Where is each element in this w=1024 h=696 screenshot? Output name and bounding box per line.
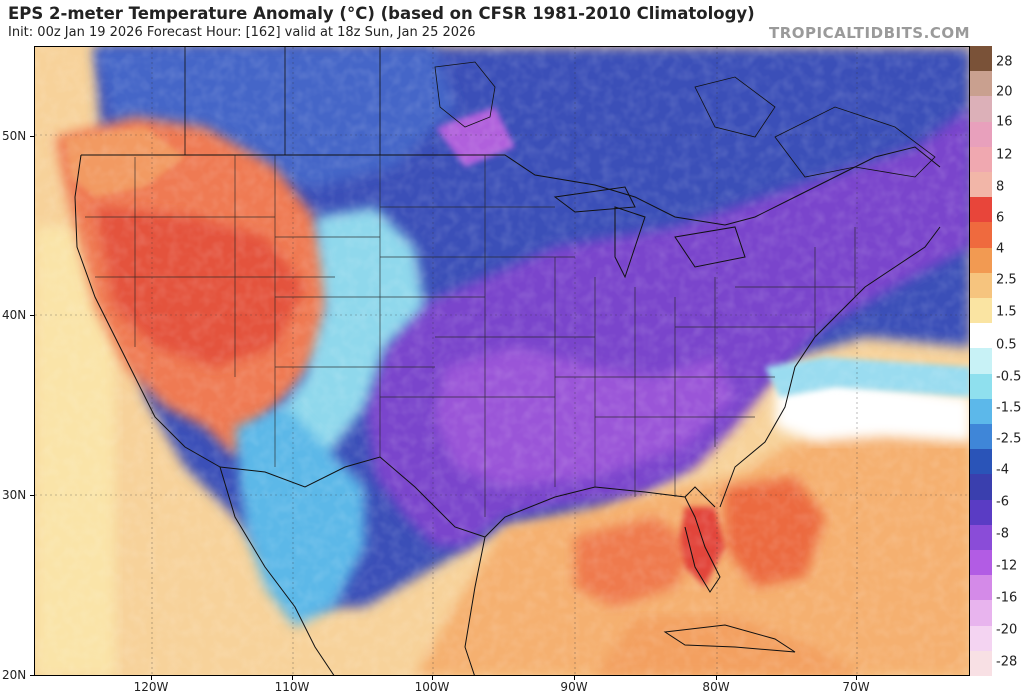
colorbar-swatch [970, 323, 992, 349]
colorbar-swatch [970, 146, 992, 173]
lat-tick [30, 315, 34, 316]
map-title: EPS 2-meter Temperature Anomaly (°C) (ba… [8, 4, 755, 23]
colorbar-swatch [970, 424, 992, 450]
colorbar-label: -4 [996, 462, 1009, 478]
lon-tick [574, 676, 575, 680]
lon-tick [292, 676, 293, 680]
colorbar-swatch [970, 71, 992, 97]
colorbar-label: 28 [996, 54, 1013, 70]
colorbar-label: -0.5 [996, 369, 1022, 385]
colorbar-swatch [970, 197, 992, 223]
colorbar-swatch [970, 524, 992, 551]
colorbar-label: 1.5 [996, 304, 1017, 320]
colorbar-label: 20 [996, 84, 1013, 100]
colorbar-swatch [970, 499, 992, 526]
colorbar-swatch [970, 172, 992, 198]
brand-watermark[interactable]: TROPICALTIDBITS.COM [769, 24, 970, 42]
colorbar-swatch [970, 650, 992, 677]
lake-huron-erie [674, 226, 746, 268]
lat-tick [30, 136, 34, 137]
colorbar-swatch [970, 373, 992, 400]
lake-michigan [614, 206, 646, 279]
lon-label-70w: 70W [842, 680, 870, 694]
colorbar-label: -2.5 [996, 431, 1022, 447]
colorbar-swatch [970, 272, 992, 299]
lon-tick [432, 676, 433, 680]
mexico-east-coast [464, 536, 486, 675]
colorbar-label: -8 [996, 526, 1009, 542]
colorbar-swatch [970, 449, 992, 475]
colorbar-label: -1.5 [996, 400, 1022, 416]
lat-label-30n: 30N [2, 488, 27, 502]
west-coastline [74, 154, 221, 468]
quebec-outline [774, 106, 936, 178]
colorbar-swatch [970, 222, 992, 249]
noise-texture [35, 47, 969, 675]
colorbar-swatch [970, 550, 992, 576]
lat-label-20n: 20N [2, 668, 27, 682]
hudson-bay [434, 61, 496, 128]
colorbar-label: 16 [996, 114, 1013, 130]
colorbar-swatch [970, 46, 992, 72]
colorbar-swatch [970, 121, 992, 148]
lat-tick [30, 495, 34, 496]
state-lines [85, 155, 856, 517]
colorbar-label: 12 [996, 147, 1013, 163]
james-bay [694, 76, 776, 138]
colorbar-swatch [970, 298, 992, 324]
colorbar-swatch [970, 96, 992, 123]
colorbar-swatch [970, 348, 992, 375]
colorbar-label: 8 [996, 179, 1005, 195]
gulf-coastline [484, 486, 721, 593]
florida-panhandle [684, 486, 716, 508]
lon-tick [151, 676, 152, 680]
colorbar-label: 4 [996, 241, 1005, 257]
temperature-anomaly-map [34, 46, 970, 676]
lat-tick [30, 675, 34, 676]
lon-label-80w: 80W [702, 680, 730, 694]
lon-tick [856, 676, 857, 680]
colorbar: 28 20 16 12 8 6 4 2.5 1.5 0.5 -0.5 -1.5 -2.5 -4 -6 -8 -1… [970, 46, 1024, 677]
lon-label-110w: 110W [274, 680, 310, 694]
lon-label-120w: 120W [133, 680, 169, 694]
lon-label-90w: 90W [560, 680, 588, 694]
colorbar-label: 6 [996, 210, 1005, 226]
colorbar-label: -28 [996, 654, 1018, 670]
colorbar-swatch [970, 575, 992, 601]
lat-label-50n: 50N [2, 129, 27, 143]
mexico-west-coast [219, 466, 335, 675]
colorbar-label: 0.5 [996, 337, 1017, 353]
lon-tick [716, 676, 717, 680]
lon-label-100w: 100W [414, 680, 450, 694]
map-canvas [35, 47, 969, 675]
colorbar-label: 2.5 [996, 272, 1017, 288]
colorbar-label: -12 [996, 558, 1018, 574]
colorbar-swatch [970, 600, 992, 627]
header: EPS 2-meter Temperature Anomaly (°C) (ba… [0, 0, 1024, 46]
colorbar-label: -6 [996, 494, 1009, 510]
colorbar-label: -16 [996, 590, 1018, 606]
us-canada-border [81, 146, 941, 226]
canada-details [184, 47, 936, 178]
cuba [663, 624, 796, 653]
lat-label-40n: 40N [2, 308, 27, 322]
colorbar-label: -20 [996, 622, 1018, 638]
political-boundaries [74, 146, 941, 675]
colorbar-swatch [970, 247, 992, 274]
us-mexico-border [219, 456, 486, 538]
lake-superior [553, 186, 636, 213]
colorbar-swatch [970, 474, 992, 501]
colorbar-swatch [970, 398, 992, 425]
colorbar-swatch [970, 625, 992, 652]
forecast-subtitle: Init: 00z Jan 19 2026 Forecast Hour: [16… [8, 25, 476, 40]
